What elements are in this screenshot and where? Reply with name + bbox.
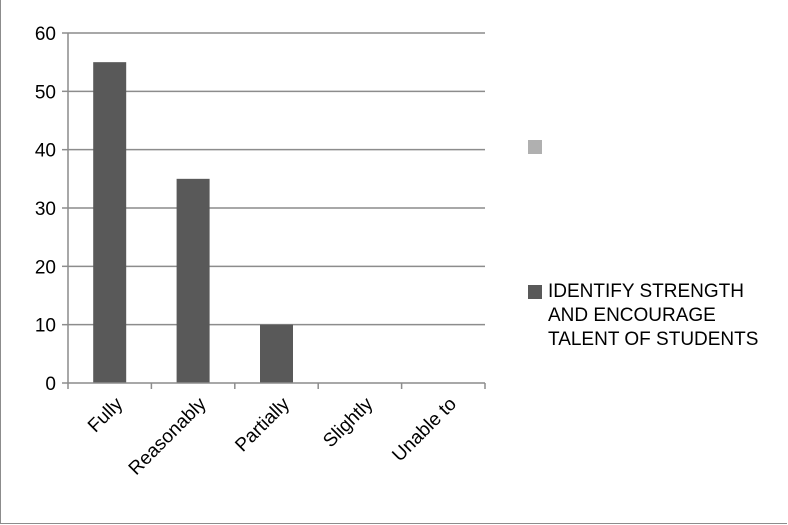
gridlines	[68, 33, 485, 325]
bar-reasonably	[177, 179, 210, 383]
bars	[93, 62, 293, 383]
legend-item-empty	[528, 140, 778, 154]
bar-fully	[93, 62, 126, 383]
legend-swatch	[528, 285, 542, 299]
y-tick-label: 60	[35, 24, 56, 45]
legend-item-identify-strength: IDENTIFY STRENGTH AND ENCOURAGE TALENT O…	[528, 285, 778, 352]
y-tick-label: 40	[35, 141, 56, 162]
y-tick-label: 10	[35, 316, 56, 337]
y-tick-labels: 0 10 20 30 40 50 60	[35, 24, 56, 395]
y-tick-label: 20	[35, 257, 56, 278]
x-tick-label: Fully	[84, 393, 128, 437]
y-tick-label: 30	[35, 199, 56, 220]
x-tick-label: Unable to	[388, 394, 460, 466]
y-tick-label: 50	[35, 82, 56, 103]
bar-partially	[260, 325, 293, 383]
x-tick-label: Reasonably	[125, 393, 211, 479]
legend-label: IDENTIFY STRENGTH AND ENCOURAGE TALENT O…	[548, 280, 778, 352]
x-tick-label: Slightly	[319, 393, 378, 452]
legend-swatch	[528, 140, 542, 154]
x-tick-label: Partially	[231, 393, 294, 456]
y-tick-label: 0	[45, 374, 56, 395]
